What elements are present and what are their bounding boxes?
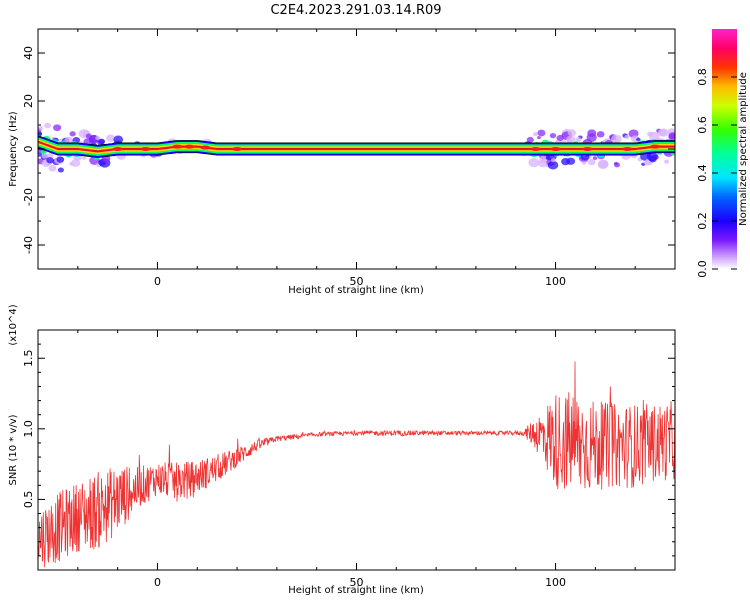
spectrogram-blob: [56, 156, 65, 163]
colorbar-tick-label: 0.6: [696, 116, 709, 134]
snr-y-ticks: 0.5 1.0 1.5: [22, 343, 675, 557]
x-tick-label: 100: [545, 275, 566, 288]
spectrogram-peak: [172, 144, 183, 149]
colorbar-tick-label: 0.4: [696, 164, 709, 182]
spectrogram-blob: [69, 131, 76, 137]
colorbar-ticks: 0.0 0.2 0.4 0.6 0.8: [696, 68, 737, 278]
spectrogram-blob: [95, 135, 101, 141]
x-tick-label: 50: [350, 275, 364, 288]
spectrogram-peak: [530, 147, 541, 151]
y-tick-label: 0: [22, 146, 35, 153]
y-tick-label: 40: [22, 46, 35, 60]
spectrogram-blob: [566, 157, 576, 165]
spectrogram-peak: [622, 147, 633, 151]
snr-y-multiplier-label: (x10^4): [8, 304, 19, 345]
colorbar-tick-label: 0.0: [696, 260, 709, 278]
spectrogram-x-axis-label: Height of straight line (km): [288, 285, 424, 296]
spectrogram-blob: [547, 160, 559, 170]
spectrogram-blob: [526, 136, 534, 143]
spectrogram-y-axis-label: Frequency (Hz): [8, 111, 19, 187]
spectrogram-blob: [82, 156, 87, 160]
figure-title: C2E4.2023.291.03.14.R09: [270, 3, 441, 18]
spectrogram-blob: [611, 134, 622, 144]
x-tick-label: 0: [154, 275, 161, 288]
spectrogram-blob: [533, 132, 538, 137]
spectrogram-ridge-band: [38, 140, 675, 153]
spectrogram-blob: [106, 134, 115, 142]
colorbar-tick-label: 0.8: [696, 68, 709, 86]
y-tick-label: 1.5: [22, 349, 35, 367]
spectrogram-peak: [200, 145, 211, 150]
colorbar: 0.0 0.2 0.4 0.6 0.8 Normalized spectral ampl…: [696, 29, 749, 278]
y-tick-label: -40: [22, 236, 35, 254]
spectrogram-blob: [614, 162, 620, 168]
snr-y-axis-label: SNR (10 * v/v): [8, 414, 19, 485]
spectrogram-blob: [668, 132, 675, 140]
spectrogram-panel: 0 50 100 -40 -20 0 20 40 Height of straight li…: [8, 28, 676, 296]
colorbar-tick-label: 0.2: [696, 212, 709, 230]
spectrogram-peak: [140, 147, 151, 151]
spectrogram-blob: [70, 159, 81, 167]
spectrogram-blob: [537, 136, 541, 140]
spectrogram-blob: [550, 158, 556, 163]
x-tick-label: 0: [154, 576, 161, 589]
spectrogram-blob: [575, 137, 582, 143]
spectrogram-blob: [41, 153, 49, 159]
spectrogram-blob: [664, 159, 670, 164]
snr-plot-area: [38, 361, 675, 568]
spectrogram-y-ticks: -40 -20 0 20 40: [22, 28, 675, 270]
x-tick-label: 50: [350, 576, 364, 589]
spectrogram-blob: [48, 165, 57, 172]
y-tick-label: -20: [22, 188, 35, 206]
colorbar-label: Normalized spectral amplitude: [738, 72, 749, 226]
spectrogram-blob: [57, 167, 64, 173]
spectrogram-blob: [646, 151, 658, 162]
snr-x-ticks: 0 50 100: [37, 330, 676, 589]
spectrogram-core-blob: [40, 149, 47, 154]
spectrogram-heatmap: [38, 122, 675, 173]
snr-panel: 0 50 100 0.5 1.0 1.5 Height of straight line…: [8, 304, 676, 596]
spectrogram-blob: [528, 158, 540, 168]
spectrogram-peak: [650, 144, 661, 149]
spectrogram-blob: [567, 129, 577, 137]
snr-series-line: [38, 361, 675, 568]
spectrogram-blob: [46, 152, 54, 159]
spectrogram-blob: [549, 133, 557, 139]
spectrogram-blob: [592, 156, 598, 160]
y-tick-label: 20: [22, 94, 35, 108]
spectrogram-x-ticks: 0 50 100: [37, 29, 676, 288]
spectrogram-blob: [596, 131, 605, 138]
spectrogram-blob: [598, 159, 609, 169]
spectrogram-ridge-band: [38, 139, 675, 154]
snr-x-axis-label: Height of straight line (km): [288, 585, 424, 596]
y-tick-label: 1.0: [22, 420, 35, 438]
spectrogram-peak: [112, 147, 123, 151]
spectrogram-peak: [232, 147, 243, 151]
spectrogram-blob: [539, 156, 548, 164]
spectrogram-peak: [582, 147, 593, 151]
spectrogram-blob: [537, 129, 546, 137]
spectrogram-blob: [658, 128, 669, 137]
spectrogram-blob: [636, 137, 641, 142]
spectrogram-peak: [550, 147, 561, 151]
spectrogram-blob: [566, 135, 576, 144]
spectrogram-peak: [184, 144, 195, 149]
spectrogram-blob: [581, 161, 587, 165]
spectrogram-blob: [38, 125, 44, 131]
x-tick-label: 100: [545, 576, 566, 589]
colorbar-gradient: [712, 29, 737, 269]
y-tick-label: 0.5: [22, 491, 35, 509]
spectrogram-blob: [624, 134, 630, 140]
spectrogram-blob: [46, 157, 54, 164]
spectrogram-blob: [44, 122, 52, 129]
spectrogram-blob: [587, 158, 596, 166]
spectrogram-blob: [53, 124, 62, 132]
spectrogram-blob: [98, 138, 106, 145]
